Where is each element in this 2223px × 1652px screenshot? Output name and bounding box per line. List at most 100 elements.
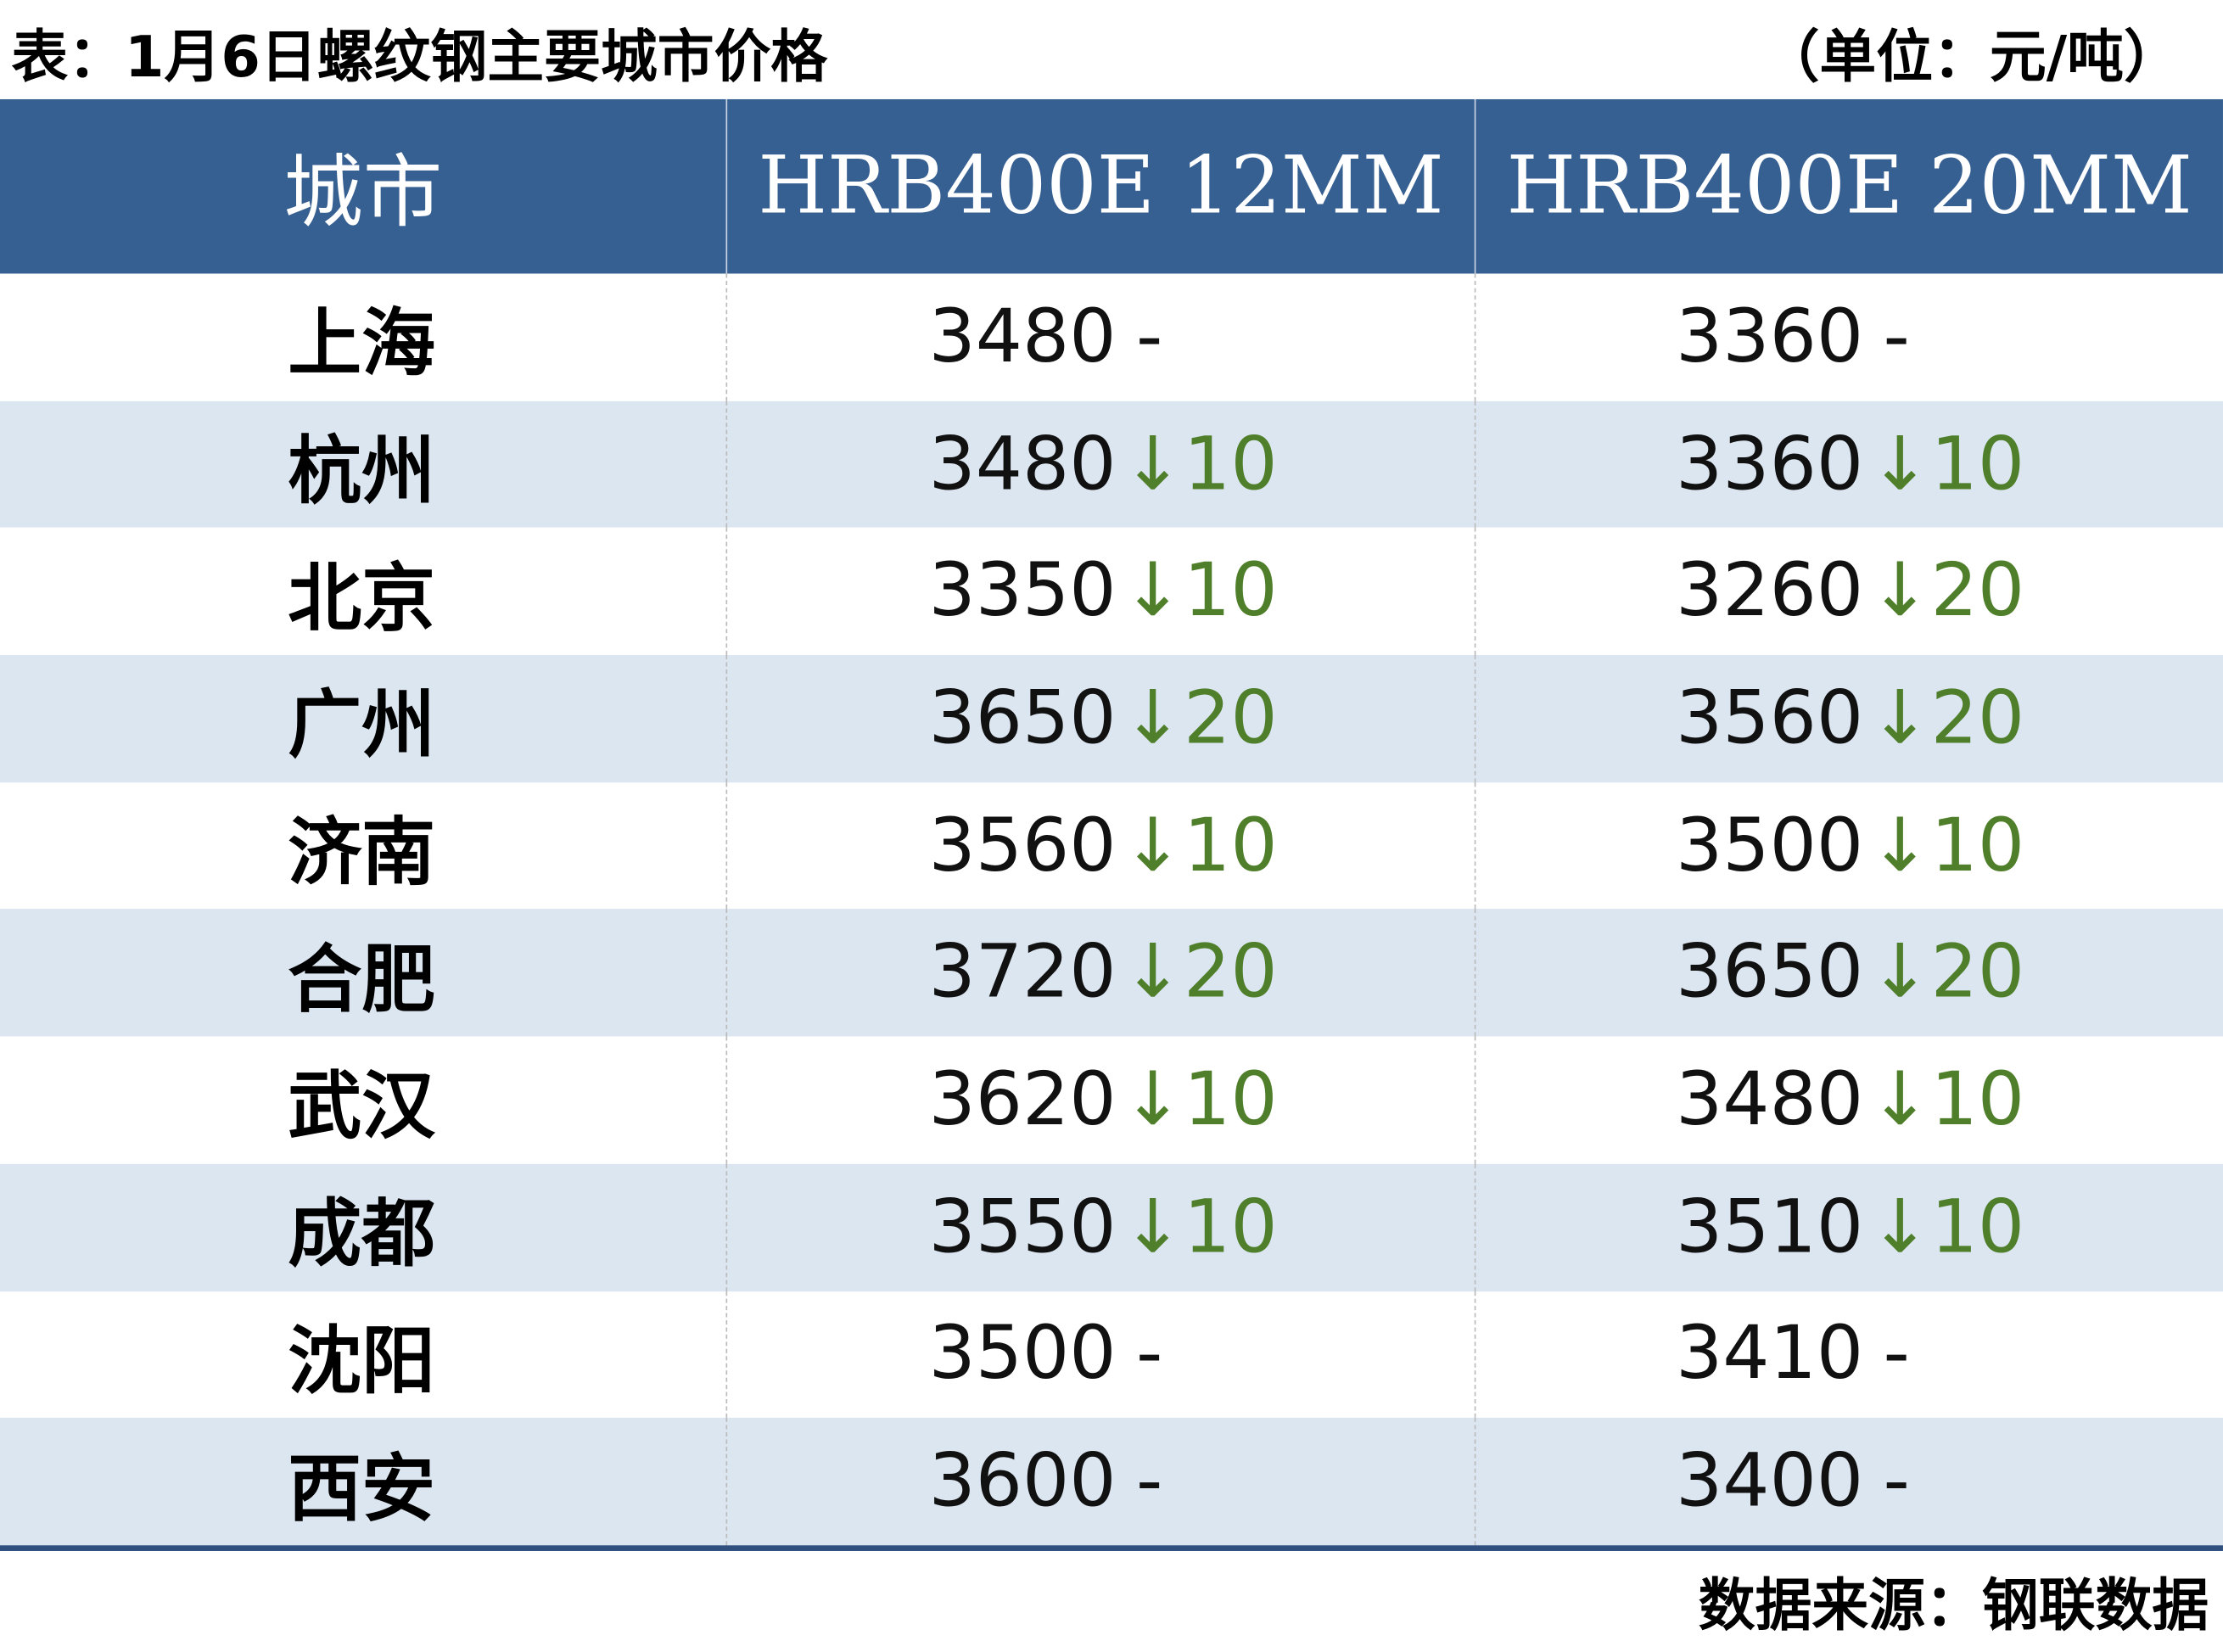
table-header: 城市 HRB400E 12MM HRB400E 20MM: [0, 98, 2223, 274]
header-city: 城市: [0, 98, 728, 274]
price-cell-12mm: 3500-: [727, 1291, 1476, 1419]
city-cell: 广州: [0, 655, 728, 782]
city-name: 成都: [288, 1192, 435, 1278]
price-change: -: [1883, 1439, 1910, 1525]
table-row: 济南 3560 ↓10 3500 ↓10: [0, 781, 2223, 910]
price-value: 3510: [1676, 1184, 1864, 1270]
price-change: ↓20: [1868, 549, 2025, 635]
price-change: ↓10: [1122, 803, 1278, 888]
city-name: 北京: [288, 557, 435, 642]
price-value: 3480: [928, 422, 1117, 507]
price-change: -: [1883, 1312, 1910, 1397]
price-cell-20mm: 3260 ↓20: [1475, 528, 2223, 655]
price-change: -: [1135, 1439, 1163, 1525]
price-change: ↓20: [1122, 930, 1278, 1016]
price-change: ↓10: [1868, 1057, 2025, 1143]
price-change: ↓10: [1868, 1184, 2025, 1270]
city-cell: 西安: [0, 1418, 728, 1546]
source-note: 数据来源：钢联数据: [1698, 1573, 2209, 1639]
price-value: 3500: [1676, 803, 1864, 888]
table-row: 合肥 3720 ↓20 3650 ↓20: [0, 909, 2223, 1037]
price-cell-20mm: 3400-: [1475, 1418, 2223, 1545]
price-change: ↓10: [1122, 549, 1278, 635]
price-value: 3720: [928, 930, 1117, 1016]
price-change: ↓10: [1122, 422, 1278, 507]
city-cell: 上海: [0, 273, 728, 401]
price-cell-20mm: 3410-: [1475, 1291, 2223, 1418]
city-name: 杭州: [288, 429, 435, 515]
bottom-divider: [0, 1545, 2223, 1551]
price-cell-12mm: 3620 ↓10: [727, 1036, 1476, 1164]
city-cell: 沈阳: [0, 1291, 728, 1419]
table-row: 杭州 3480 ↓10 3360 ↓10: [0, 400, 2223, 529]
price-cell-12mm: 3350 ↓10: [727, 528, 1476, 656]
table-row: 广州 3650 ↓20 3560 ↓20: [0, 655, 2223, 782]
city-cell: 成都: [0, 1163, 728, 1291]
city-name: 合肥: [288, 938, 435, 1024]
price-value: 3360: [1676, 294, 1864, 380]
price-cell-12mm: 3720 ↓20: [727, 909, 1476, 1037]
table-body: 上海 3480-3360- 杭州 3480 ↓10 3360 ↓10 北京 3350 ↓10 326…: [0, 273, 2223, 1546]
price-cell-12mm: 3600-: [727, 1418, 1476, 1546]
price-change: ↓10: [1868, 803, 2025, 888]
city-cell: 武汉: [0, 1036, 728, 1164]
price-cell-20mm: 3360 ↓10: [1475, 400, 2223, 528]
price-change: -: [1883, 294, 1910, 380]
city-cell: 济南: [0, 781, 728, 910]
city-cell: 北京: [0, 528, 728, 656]
city-name: 广州: [288, 684, 435, 770]
price-value: 3650: [928, 675, 1117, 762]
price-cell-20mm: 3560 ↓20: [1475, 655, 2223, 782]
price-cell-20mm: 3650 ↓20: [1475, 910, 2223, 1037]
price-change: -: [1135, 294, 1163, 380]
price-value: 3560: [928, 803, 1117, 888]
price-value: 3500: [928, 1312, 1117, 1397]
city-cell: 杭州: [0, 400, 728, 529]
price-cell-12mm: 3560 ↓10: [727, 781, 1476, 910]
price-value: 3620: [928, 1057, 1117, 1143]
price-value: 3350: [928, 549, 1117, 635]
price-change: ↓20: [1868, 675, 2025, 762]
price-value: 3360: [1676, 422, 1864, 507]
price-change: ↓10: [1122, 1057, 1278, 1143]
price-cell-12mm: 3550 ↓10: [727, 1163, 1476, 1291]
city-name: 沈阳: [288, 1319, 435, 1405]
price-cell-20mm: 3510 ↓10: [1475, 1163, 2223, 1291]
price-value: 3260: [1676, 549, 1864, 635]
table-row: 沈阳 3500-3410-: [0, 1291, 2223, 1419]
price-cell-12mm: 3480 ↓10: [727, 400, 1476, 529]
price-cell-20mm: 3500 ↓10: [1475, 782, 2223, 910]
price-value: 3480: [1676, 1057, 1864, 1143]
city-name: 西安: [288, 1447, 435, 1532]
table-row: 上海 3480-3360-: [0, 273, 2223, 401]
table-row: 西安 3600-3400-: [0, 1418, 2223, 1546]
price-value: 3400: [1676, 1439, 1864, 1525]
price-change: -: [1135, 1312, 1163, 1397]
price-value: 3600: [928, 1439, 1117, 1525]
price-change: ↓10: [1868, 422, 2025, 507]
price-change: ↓20: [1122, 675, 1278, 762]
price-cell-12mm: 3480-: [727, 273, 1476, 401]
price-cell-12mm: 3650 ↓20: [727, 655, 1476, 782]
unit-label: （单位：元/吨）: [1762, 25, 2181, 91]
header-20mm: HRB400E 20MM: [1506, 140, 2192, 233]
price-value: 3650: [1676, 930, 1864, 1016]
city-name: 上海: [288, 302, 435, 388]
table-row: 成都 3550 ↓10 3510 ↓10: [0, 1163, 2223, 1291]
price-change: ↓20: [1868, 930, 2025, 1016]
price-value: 3480: [928, 294, 1117, 380]
price-value: 3560: [1676, 675, 1864, 762]
price-cell-20mm: 3480 ↓10: [1475, 1037, 2223, 1164]
header-12mm: HRB400E 12MM: [727, 98, 1476, 274]
price-value: 3410: [1676, 1312, 1864, 1397]
city-name: 济南: [288, 810, 435, 897]
table-title: 表：1月6日螺纹钢主要城市价格: [11, 25, 828, 91]
city-cell: 合肥: [0, 909, 728, 1037]
city-name: 武汉: [288, 1065, 435, 1151]
table-row: 北京 3350 ↓10 3260 ↓20: [0, 528, 2223, 656]
price-change: ↓10: [1122, 1184, 1278, 1270]
price-value: 3550: [928, 1184, 1117, 1270]
price-cell-20mm: 3360-: [1475, 273, 2223, 400]
table-row: 武汉 3620 ↓10 3480 ↓10: [0, 1036, 2223, 1164]
